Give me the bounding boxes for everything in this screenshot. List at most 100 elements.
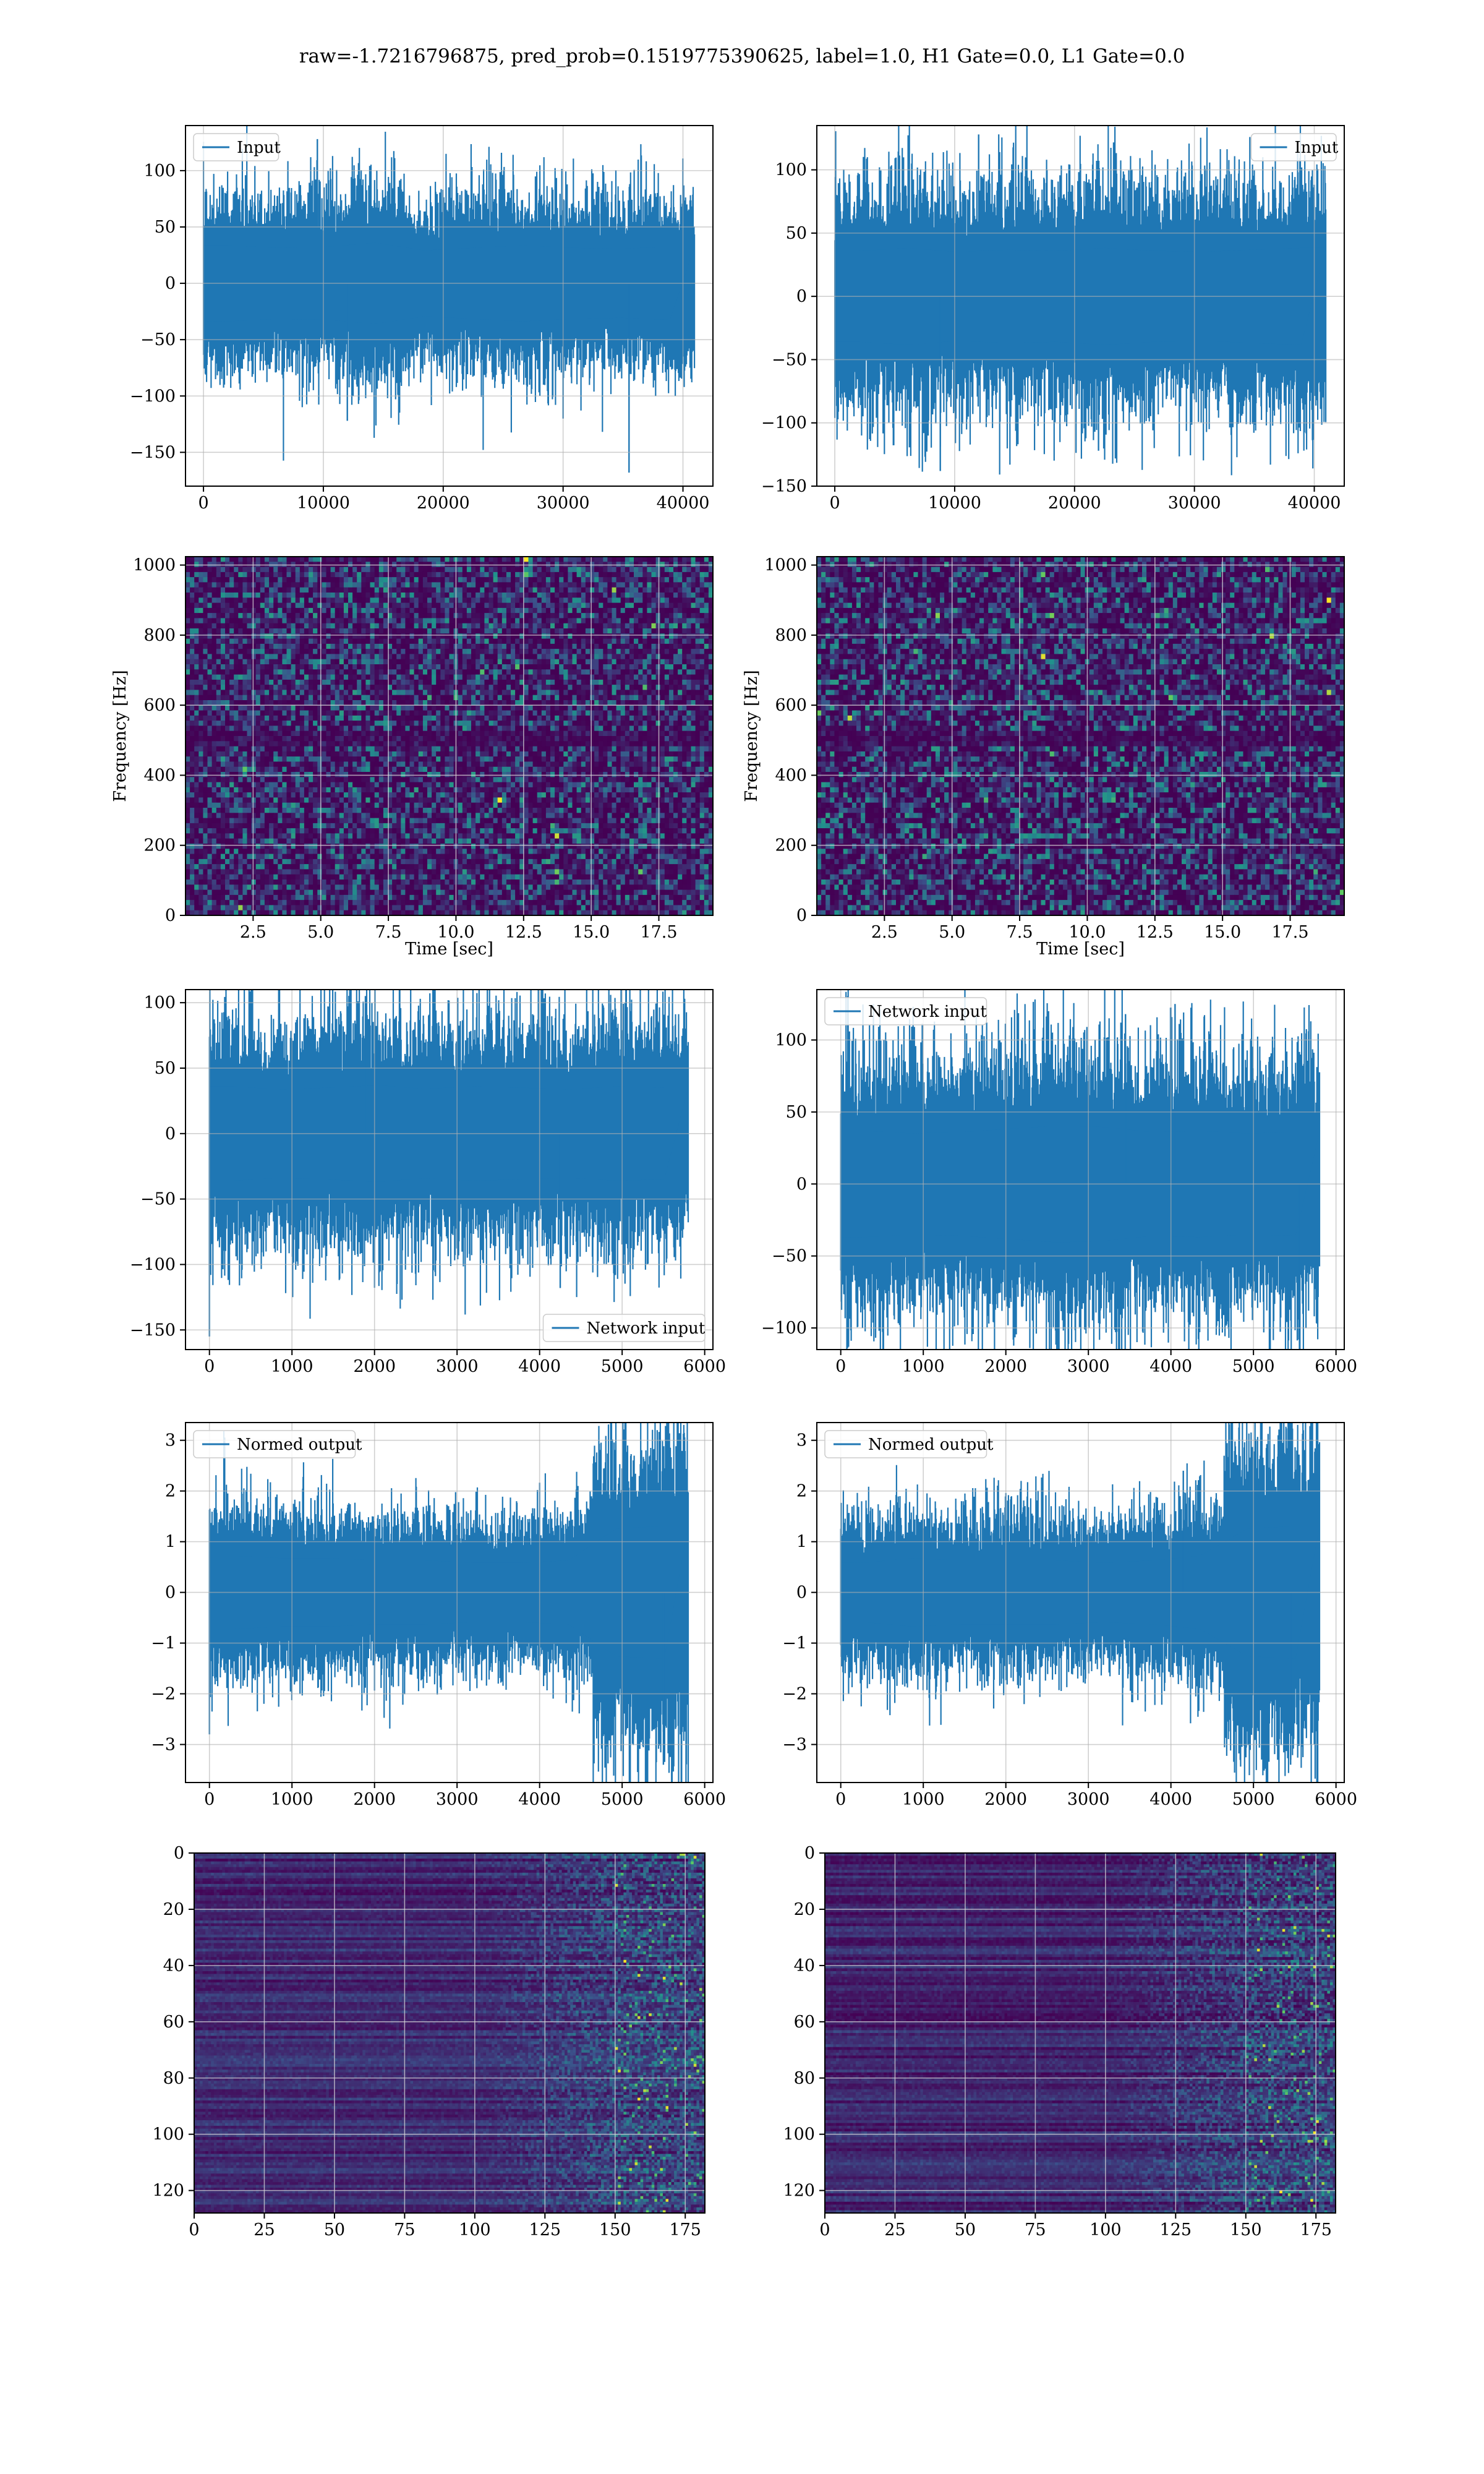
tick-label-x: 12.5 — [1136, 923, 1174, 942]
tick-label-x: 30000 — [537, 494, 590, 513]
tick-label-x: 0 — [835, 1357, 846, 1376]
tick-label-y: 200 — [143, 836, 176, 855]
plot-area-feat-l1 — [825, 1853, 1336, 2214]
tick-label-y: 40 — [163, 1956, 184, 1975]
tick-label-x: 2000 — [353, 1790, 396, 1809]
tick-label-y: 0 — [174, 1844, 184, 1863]
chart-input-h1: 0 10000 20000 30000 40000−150−100−50050100In… — [130, 98, 713, 513]
legend-label: Normed output — [237, 1436, 362, 1454]
tick-label-y: −1 — [151, 1634, 176, 1653]
tick-label-x: 15.0 — [1204, 923, 1241, 942]
tick-label-y: −3 — [151, 1736, 176, 1755]
tick-label-x: 10000 — [928, 494, 981, 513]
legend-norm-l1: Normed output — [825, 1431, 994, 1458]
tick-label-y: 50 — [155, 1059, 176, 1078]
tick-label-x: 50 — [955, 2220, 976, 2240]
tick-label-x: 5.0 — [307, 923, 334, 942]
tick-label-x: 0 — [189, 2220, 199, 2240]
tick-label-y: 1000 — [764, 556, 807, 575]
tick-label-y: −50 — [140, 1190, 176, 1209]
tick-label-y: −100 — [130, 1255, 176, 1274]
tick-label-x: 25 — [254, 2220, 275, 2240]
tick-label-y: 100 — [783, 2125, 815, 2144]
tick-label-y: 80 — [163, 2069, 184, 2088]
tick-label-y: 1000 — [133, 556, 176, 575]
tick-label-x: 17.5 — [1271, 923, 1308, 942]
tick-label-y: 600 — [143, 696, 176, 715]
tick-label-x: 2000 — [984, 1790, 1027, 1809]
tick-label-y: −100 — [761, 414, 807, 433]
tick-label-x: 0 — [198, 494, 208, 513]
legend-label: Input — [1295, 139, 1339, 157]
x-axis-label: Time [sec] — [1036, 940, 1125, 959]
tick-label-x: 1000 — [271, 1357, 313, 1376]
tick-label-y: −150 — [130, 443, 176, 462]
tick-label-x: 1000 — [902, 1357, 945, 1376]
tick-label-x: 2000 — [353, 1357, 396, 1376]
tick-label-x: 175 — [1300, 2220, 1332, 2240]
tick-label-y: 0 — [165, 906, 176, 925]
plot-area-spec-l1 — [817, 557, 1345, 916]
tick-label-x: 5000 — [601, 1357, 644, 1376]
plot-area-spec-h1 — [186, 557, 714, 916]
tick-label-x: 3000 — [436, 1790, 479, 1809]
tick-label-x: 3000 — [436, 1357, 479, 1376]
y-axis-label: Frequency [Hz] — [742, 670, 761, 802]
tick-label-y: 3 — [796, 1431, 807, 1450]
tick-label-x: 0 — [819, 2220, 830, 2240]
tick-label-y: 800 — [775, 626, 807, 645]
legend-label: Network input — [868, 1003, 987, 1021]
tick-label-y: 200 — [775, 836, 807, 855]
plot-area-feat-h1 — [194, 1853, 706, 2214]
tick-label-x: 5000 — [1232, 1357, 1275, 1376]
tick-label-x: 10000 — [297, 494, 350, 513]
tick-label-x: 175 — [669, 2220, 701, 2240]
tick-label-y: −3 — [782, 1736, 807, 1755]
tick-label-y: 600 — [775, 696, 807, 715]
tick-label-y: 0 — [796, 906, 807, 925]
tick-label-y: −100 — [761, 1319, 807, 1338]
tick-label-x: 125 — [1160, 2220, 1192, 2240]
x-axis-label: Time [sec] — [405, 940, 493, 959]
tick-label-x: 20000 — [417, 494, 470, 513]
tick-label-x: 40000 — [1288, 494, 1341, 513]
tick-label-y: 1 — [796, 1533, 807, 1552]
tick-label-x: 7.5 — [375, 923, 402, 942]
chart-net-l1: 0 1000 2000 3000 4000 5000 6000−100−50050100Ne… — [761, 924, 1357, 1429]
tick-label-x: 20000 — [1048, 494, 1101, 513]
tick-label-y: 0 — [796, 1583, 807, 1603]
tick-label-x: 50 — [324, 2220, 345, 2240]
tick-label-x: 0 — [204, 1790, 215, 1809]
tick-label-y: 100 — [775, 1030, 807, 1050]
tick-label-y: 0 — [165, 274, 176, 293]
tick-label-y: 3 — [165, 1431, 176, 1450]
tick-label-y: 100 — [143, 161, 176, 181]
legend-label: Input — [237, 139, 281, 157]
tick-label-y: 0 — [165, 1124, 176, 1144]
tick-label-x: 6000 — [1315, 1790, 1357, 1809]
tick-label-y: 0 — [796, 1175, 807, 1194]
tick-label-x: 1000 — [271, 1790, 313, 1809]
tick-label-x: 0 — [204, 1357, 215, 1376]
y-axis-label: Frequency [Hz] — [111, 670, 130, 802]
tick-label-y: −100 — [130, 387, 176, 406]
legend-label: Network input — [587, 1319, 706, 1338]
tick-label-y: 60 — [163, 2013, 184, 2032]
tick-label-x: 125 — [529, 2220, 561, 2240]
tick-label-y: 50 — [786, 1103, 807, 1122]
tick-label-x: 6000 — [683, 1357, 726, 1376]
chart-input-l1: 0 10000 20000 30000 40000−150−100−50050100In… — [761, 97, 1344, 513]
tick-label-y: 100 — [775, 161, 807, 180]
tick-label-x: 4000 — [518, 1790, 561, 1809]
tick-label-x: 2.5 — [871, 923, 898, 942]
tick-label-y: 50 — [786, 224, 807, 243]
chart-spec-l1: 2.5 5.0 7.5 10.0 12.5 15.0 17.5020040060080010… — [742, 556, 1345, 959]
tick-label-x: 15.0 — [573, 923, 610, 942]
tick-label-x: 0 — [829, 494, 840, 513]
tick-label-x: 2.5 — [240, 923, 267, 942]
tick-label-y: 60 — [794, 2013, 815, 2032]
tick-label-x: 40000 — [657, 494, 710, 513]
tick-label-y: −50 — [772, 350, 807, 369]
tick-label-x: 4000 — [1149, 1357, 1192, 1376]
